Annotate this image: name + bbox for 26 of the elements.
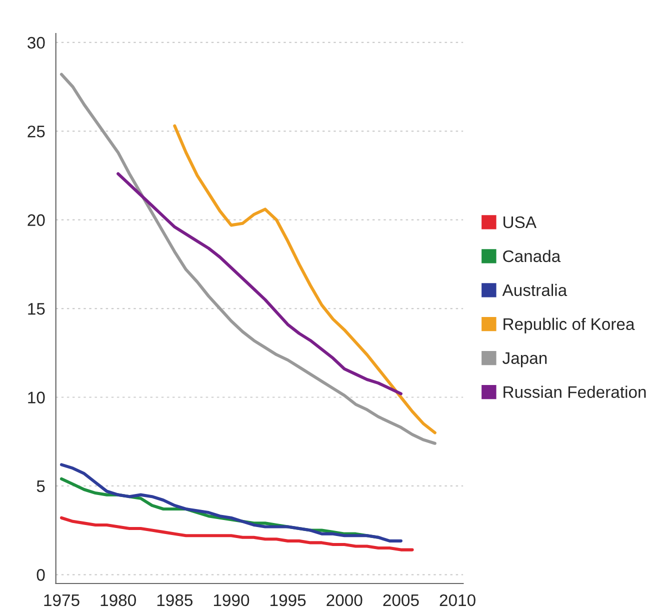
x-tick-label: 1990 xyxy=(214,594,250,606)
legend-label: Russian Federation xyxy=(504,386,646,398)
y-tick-label: 5 xyxy=(36,480,45,492)
line-series xyxy=(60,72,436,445)
legend-label: Australia xyxy=(502,284,568,296)
x-tick-label: 1975 xyxy=(44,594,80,606)
legend-label: USA xyxy=(504,216,536,228)
x-tick-label: 1995 xyxy=(270,594,306,606)
y-tick-label: 0 xyxy=(36,569,45,581)
line-series xyxy=(60,516,414,552)
y-tick-label: 10 xyxy=(28,392,45,404)
x-tick-label: 1985 xyxy=(157,594,192,606)
legend-label: Japan xyxy=(502,352,547,368)
legend-label: Canada xyxy=(503,250,561,262)
x-tick-label: 2000 xyxy=(326,594,362,606)
y-tick-label: 25 xyxy=(28,126,45,138)
y-tick-label: 20 xyxy=(28,214,45,226)
x-tick-label: 1980 xyxy=(100,594,136,606)
x-tick-label: 2010 xyxy=(440,594,476,606)
line-series xyxy=(60,463,402,542)
y-tick-label: 30 xyxy=(28,36,45,49)
legend-label: Republic of Korea xyxy=(504,318,635,334)
line-series xyxy=(116,172,402,396)
y-tick-label: 15 xyxy=(28,303,45,315)
line-series xyxy=(173,124,436,434)
x-tick-label: 2005 xyxy=(383,594,419,606)
